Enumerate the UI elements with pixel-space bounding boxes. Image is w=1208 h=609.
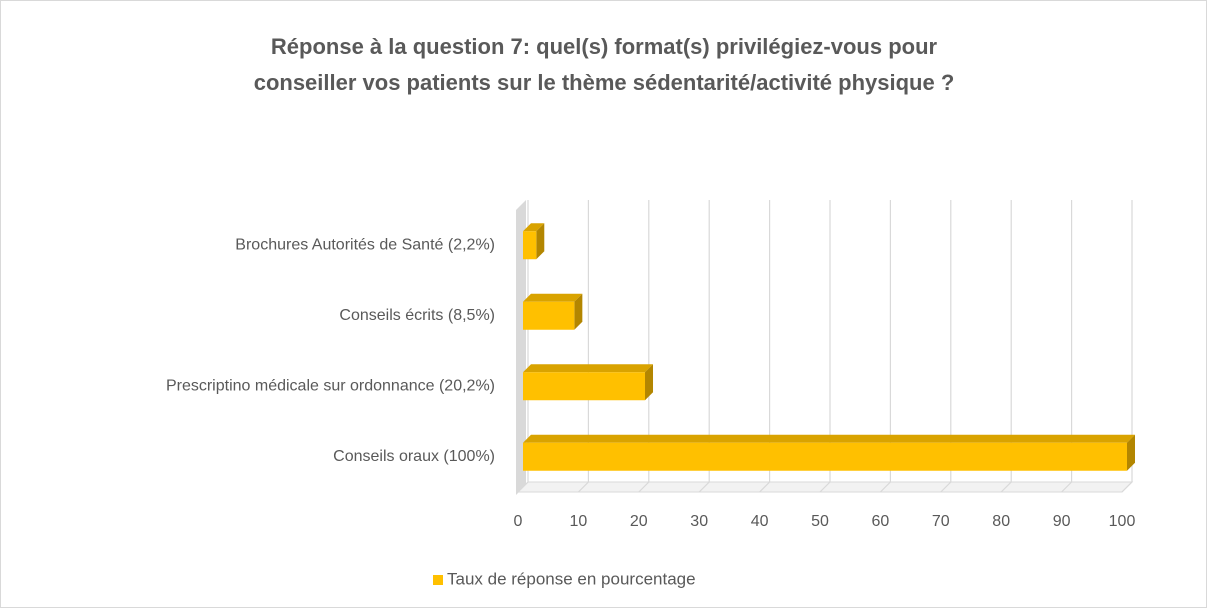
bar-top — [523, 293, 583, 302]
grid-line — [517, 200, 529, 493]
x-tick-label: 40 — [751, 513, 769, 530]
grid-line — [940, 200, 952, 493]
x-tick-label: 70 — [932, 513, 950, 530]
bar — [523, 434, 1135, 471]
grid-line — [819, 200, 831, 493]
x-tick-label: 60 — [872, 513, 890, 530]
bar-side — [645, 364, 654, 401]
bar-top — [523, 223, 545, 232]
bar-top — [523, 434, 1135, 443]
bar — [523, 293, 583, 330]
x-tick-label: 90 — [1053, 513, 1071, 530]
bar-top — [523, 364, 654, 373]
grid-line — [638, 200, 650, 493]
grid-line — [879, 200, 892, 493]
bar-front — [523, 301, 575, 330]
bar-front — [523, 442, 1127, 471]
bar-side — [1127, 434, 1135, 471]
chart-title-line: conseiller vos patients sur le thème séd… — [254, 70, 955, 95]
legend-swatch — [433, 575, 443, 585]
y-tick-label: Brochures Autorités de Santé (2,2%) — [235, 236, 495, 253]
grid-line — [1000, 200, 1012, 493]
bar-side — [536, 223, 545, 260]
bar — [523, 364, 654, 401]
x-tick-label: 20 — [630, 513, 648, 530]
y-tick-label: Conseils écrits (8,5%) — [339, 307, 495, 324]
x-tick-label: 100 — [1109, 513, 1136, 530]
x-tick-label: 50 — [811, 513, 829, 530]
grid-line — [698, 200, 710, 493]
x-tick-label: 10 — [570, 513, 588, 530]
bar — [523, 223, 545, 260]
grid-line — [1121, 200, 1133, 493]
x-tick-label: 80 — [992, 513, 1010, 530]
bar-front — [523, 231, 537, 260]
bar-side — [574, 293, 583, 330]
grid-line — [577, 200, 590, 493]
y-tick-label: Conseils oraux (100%) — [333, 448, 495, 465]
x-tick-label: 30 — [690, 513, 708, 530]
grid-line — [759, 200, 771, 493]
chart-title-line: Réponse à la question 7: quel(s) format(… — [271, 34, 938, 59]
bar-front — [523, 372, 646, 401]
grid-line — [1061, 200, 1073, 493]
y-tick-label: Prescriptino médicale sur ordonnance (20… — [166, 377, 495, 394]
side-wall — [516, 200, 526, 495]
legend-label: Taux de réponse en pourcentage — [447, 569, 696, 588]
x-tick-label: 0 — [514, 513, 523, 530]
